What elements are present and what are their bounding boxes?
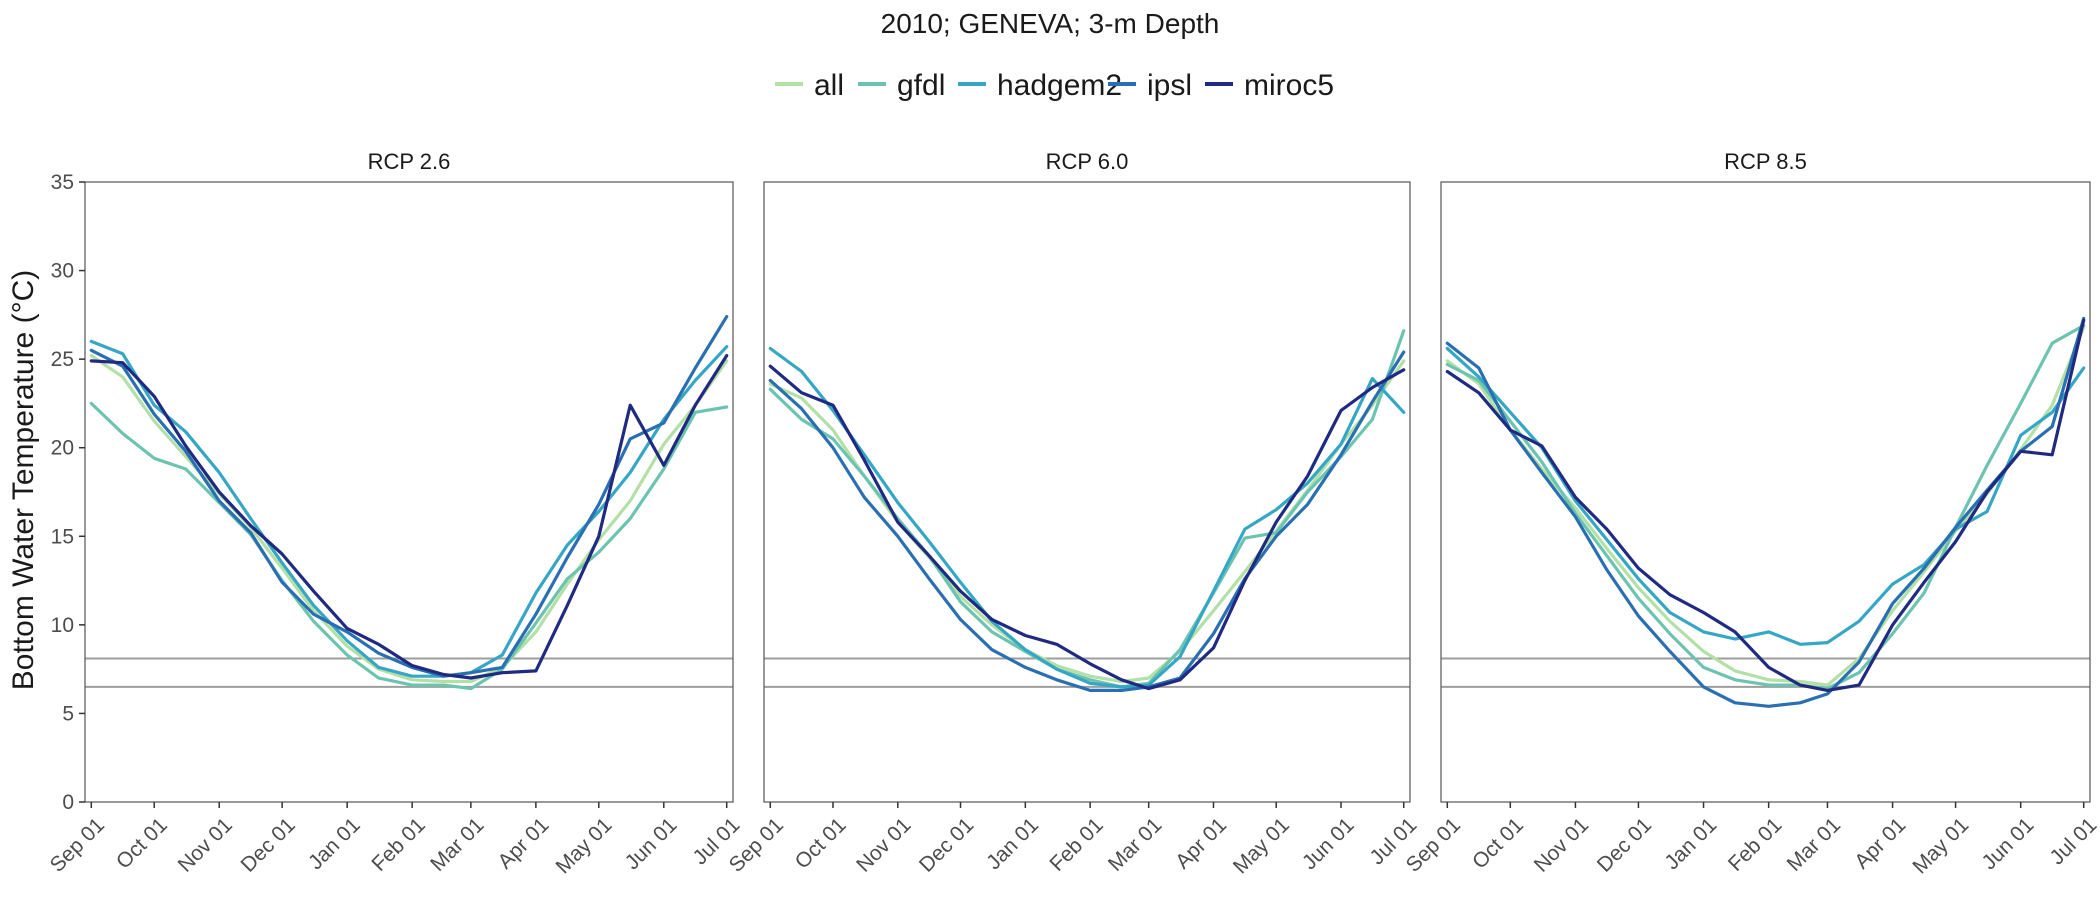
y-tick-label: 15 (51, 525, 74, 548)
x-tick-label: Jan 01 (1660, 813, 1721, 874)
x-tick-label: Nov 01 (852, 813, 915, 876)
x-tick-label: Jan 01 (982, 813, 1043, 874)
series-line-miroc5 (89, 354, 729, 680)
panel-label: RCP 6.0 (1046, 149, 1129, 174)
legend-label-hadgem2: hadgem2 (997, 69, 1122, 102)
x-tick-label: Jun 01 (621, 813, 682, 874)
series-line-ipsl (89, 315, 729, 678)
series-line-ipsl (768, 350, 1406, 692)
y-tick-label: 10 (51, 614, 74, 637)
y-axis-label: Bottom Water Temperature (°C) (7, 270, 40, 690)
x-tick-label: May 01 (552, 813, 617, 878)
x-tick-label: Oct 01 (791, 813, 851, 873)
x-tick-label: Nov 01 (174, 813, 237, 876)
x-tick-label: Jan 01 (304, 813, 365, 874)
x-tick-label: Dec 01 (1593, 813, 1656, 876)
x-tick-label: Dec 01 (237, 813, 300, 876)
panel-border (763, 181, 1411, 803)
y-tick-label: 0 (62, 791, 74, 814)
legend-item-hadgem2: hadgem2 (958, 69, 1122, 102)
x-tick-label: Apr 01 (1850, 813, 1910, 873)
x-tick-label: Feb 01 (1045, 813, 1108, 876)
series-line-miroc5 (768, 364, 1406, 691)
panel-border (84, 181, 734, 803)
series-line-miroc5 (1445, 318, 2086, 692)
x-tick-label: Apr 01 (1171, 813, 1231, 873)
x-tick-label: Mar 01 (1783, 813, 1845, 875)
series-line-gfdl (89, 401, 729, 691)
series-line-all (768, 359, 1406, 684)
series-line-gfdl (1445, 323, 2086, 691)
series-line-ipsl (1445, 316, 2086, 708)
series-line-hadgem2 (89, 339, 729, 678)
x-tick-label: Apr 01 (494, 813, 554, 873)
series-line-hadgem2 (1445, 346, 2086, 646)
x-tick-label: Sep 01 (46, 813, 109, 876)
x-tick-label: Mar 01 (426, 813, 488, 875)
x-tick-label: Oct 01 (112, 813, 172, 873)
panel-border (1440, 181, 2091, 803)
x-tick-label: Jun 01 (1298, 813, 1359, 874)
x-tick-label: May 01 (1908, 813, 1973, 878)
legend-item-ipsl: ipsl (1108, 69, 1192, 102)
legend-item-gfdl: gfdl (858, 69, 945, 102)
legend-label-ipsl: ipsl (1147, 69, 1192, 102)
series-line-hadgem2 (768, 346, 1406, 689)
x-tick-label: Dec 01 (915, 813, 978, 876)
y-tick-label: 30 (51, 260, 74, 283)
y-tick-label: 20 (51, 437, 74, 460)
legend-label-gfdl: gfdl (897, 69, 945, 102)
y-tick-label: 35 (51, 171, 74, 194)
panel-1: RCP 2.6 0 5 10 15 20 25 30 35 Sep 01 Oct 01 Nov 01 D… (46, 149, 745, 878)
panel-label: RCP 2.6 (368, 149, 451, 174)
y-tick-label: 5 (62, 702, 74, 725)
x-tick-label: Jul 01 (2046, 813, 2100, 869)
chart-title: 2010; GENEVA; 3-m Depth (881, 8, 1220, 39)
legend: all gfdl hadgem2 ipsl miroc5 (775, 69, 1334, 102)
x-tick-label: Nov 01 (1530, 813, 1593, 876)
legend-label-all: all (814, 69, 844, 102)
legend-item-all: all (775, 69, 844, 102)
x-tick-label: Oct 01 (1468, 813, 1528, 873)
x-tick-label: Feb 01 (367, 813, 430, 876)
x-tick-label: May 01 (1229, 813, 1294, 878)
series-line-gfdl (768, 329, 1406, 689)
panel-label: RCP 8.5 (1724, 149, 1807, 174)
legend-item-miroc5: miroc5 (1205, 69, 1334, 102)
x-tick-label: Jun 01 (1978, 813, 2039, 874)
legend-label-miroc5: miroc5 (1244, 69, 1334, 102)
x-tick-label: Mar 01 (1104, 813, 1166, 875)
x-tick-label: Feb 01 (1724, 813, 1787, 876)
y-tick-label: 25 (51, 348, 74, 371)
